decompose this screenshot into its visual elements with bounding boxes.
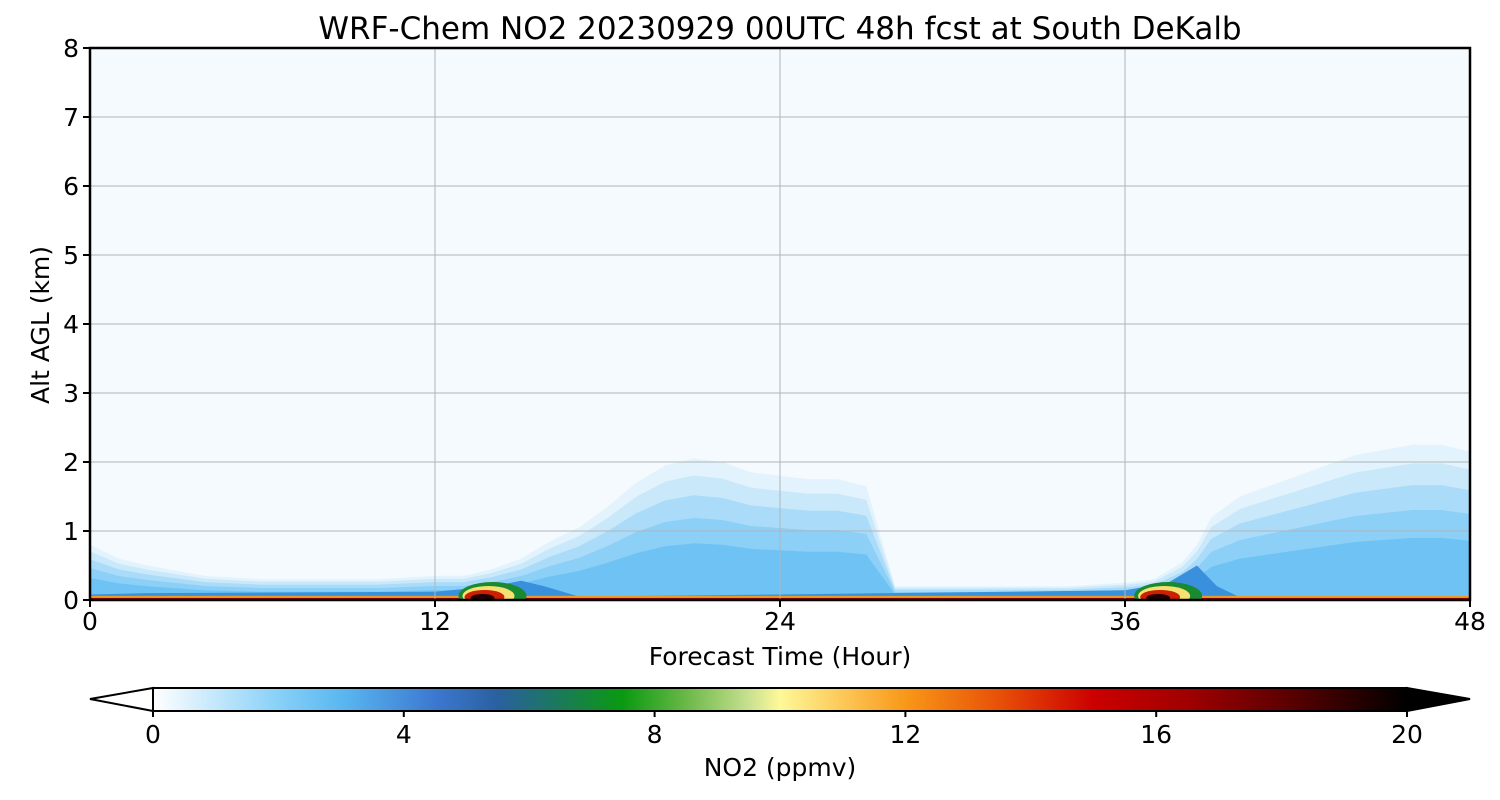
y-tick-label: 6 (63, 172, 79, 201)
colorbar-tick-label: 12 (889, 720, 921, 749)
y-tick-label: 7 (63, 103, 79, 132)
y-tick-label: 2 (63, 448, 79, 477)
x-axis-label: Forecast Time (Hour) (649, 642, 912, 671)
colorbar-tick-label: 8 (647, 720, 663, 749)
chart-title: WRF-Chem NO2 20230929 00UTC 48h fcst at … (318, 11, 1241, 47)
colorbar-body (152, 687, 1408, 712)
x-tick-label: 12 (419, 607, 451, 636)
colorbar-label: NO2 (ppmv) (704, 753, 857, 782)
colorbar-tick-label: 0 (145, 720, 161, 749)
surface-peak-core (1146, 594, 1171, 600)
colorbar-extend-high (1406, 686, 1471, 713)
x-tick-label: 48 (1454, 607, 1486, 636)
colorbar-tick-label: 4 (396, 720, 412, 749)
y-tick-label: 5 (63, 241, 79, 270)
y-tick-label: 0 (63, 586, 79, 615)
colorbar-ticks: 0 4 8 12 16 20 (145, 711, 1423, 749)
colorbar-tick-label: 16 (1140, 720, 1172, 749)
surface-peak-core (470, 594, 495, 600)
plot-area (88, 46, 1472, 602)
x-tick-label: 36 (1109, 607, 1141, 636)
colorbar: 0 4 8 12 16 20 NO2 (ppmv) (89, 686, 1471, 782)
x-tick-label: 0 (82, 607, 98, 636)
y-tick-label: 1 (63, 517, 79, 546)
y-tick-label: 8 (63, 34, 79, 63)
x-tick-label: 24 (764, 607, 796, 636)
colorbar-extend-low (89, 686, 154, 713)
x-axis: 0 12 24 36 48 (82, 600, 1486, 636)
y-tick-label: 3 (63, 379, 79, 408)
colorbar-tick-label: 20 (1391, 720, 1423, 749)
y-tick-label: 4 (63, 310, 79, 339)
y-axis-label: Alt AGL (km) (26, 246, 55, 404)
y-axis: 0 1 2 3 4 5 6 7 8 (63, 34, 90, 615)
